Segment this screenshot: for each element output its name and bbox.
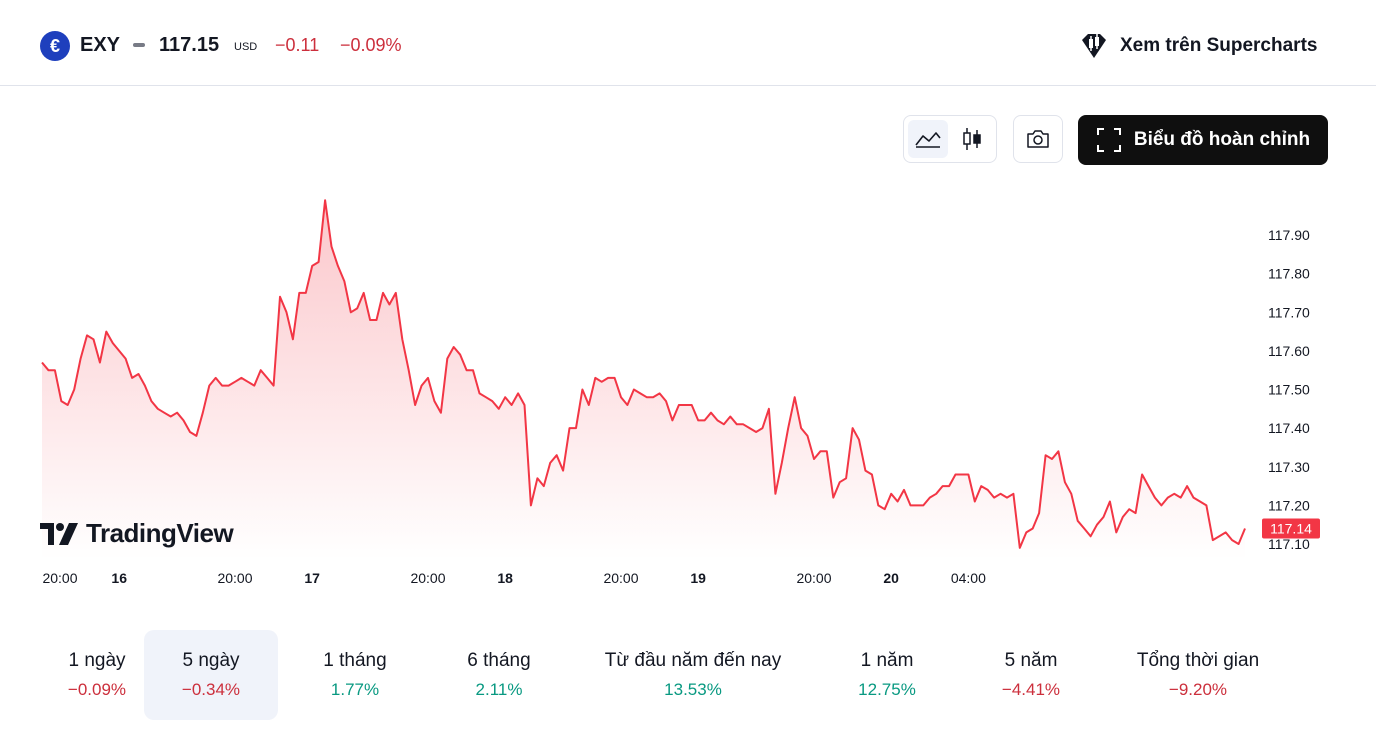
period-label: Từ đầu năm đến nay [604, 650, 782, 671]
x-tick-label: 16 [111, 570, 127, 586]
period-label: 5 ngày [182, 650, 240, 671]
x-tick-label: 04:00 [951, 570, 986, 586]
x-tick-label: 18 [497, 570, 513, 586]
period-tab[interactable]: 5 năm −4.41% [966, 630, 1096, 720]
euro-icon: € [40, 31, 70, 61]
x-tick-label: 19 [690, 570, 706, 586]
x-tick-label: 20:00 [410, 570, 445, 586]
last-price-tag: 117.14 [1262, 518, 1320, 539]
period-tab[interactable]: 1 ngày −0.09% [32, 630, 162, 720]
symbol-ticker[interactable]: EXY [80, 34, 121, 56]
last-price: 117.15 [159, 34, 220, 56]
period-tab[interactable]: 6 tháng 2.11% [434, 630, 564, 720]
x-tick-label: 20 [883, 570, 899, 586]
camera-icon [1027, 130, 1049, 148]
period-tab[interactable]: Tổng thời gian −9.20% [1118, 630, 1278, 720]
period-change-value: 1.77% [330, 680, 380, 699]
x-tick-label: 20:00 [217, 570, 252, 586]
tradingview-wordmark: TradingView [86, 518, 234, 548]
y-tick-label: 117.30 [1268, 459, 1310, 475]
y-tick-label: 117.20 [1268, 497, 1310, 513]
candles-icon [963, 128, 981, 150]
area-chart-button[interactable] [908, 120, 948, 158]
currency-label: USD [234, 41, 258, 53]
x-tick-label: 20:00 [603, 570, 638, 586]
y-tick-label: 117.60 [1268, 343, 1310, 359]
chart-style-group [903, 115, 997, 163]
period-change-value: −0.09% [67, 680, 127, 699]
last-price-tag-label: 117.14 [1270, 521, 1312, 537]
period-label: 5 năm [1004, 650, 1058, 671]
supercharts-link[interactable]: Xem trên Supercharts [1078, 30, 1317, 62]
period-label: 1 năm [860, 650, 914, 671]
candles-chart-button[interactable] [952, 120, 992, 158]
period-label: 1 ngày [68, 650, 126, 671]
snapshot-button[interactable] [1013, 115, 1063, 163]
x-tick-label: 20:00 [42, 570, 77, 586]
period-change-value: 12.75% [858, 680, 916, 699]
fullscreen-icon [1096, 128, 1121, 152]
full-chart-button[interactable]: Biểu đồ hoàn chỉnh [1078, 115, 1328, 165]
period-tab[interactable]: 1 năm 12.75% [822, 630, 952, 720]
period-change-value: −4.41% [1001, 680, 1061, 699]
y-tick-label: 117.80 [1268, 266, 1310, 282]
area-fill-layer [42, 200, 1245, 560]
y-tick-label: 117.70 [1268, 304, 1310, 320]
symbol-header: € EXY 117.15 USD −0.11 −0.09% Xem trên S… [0, 0, 1376, 86]
period-tab[interactable]: 1 tháng 1.77% [290, 630, 420, 720]
y-tick-label: 117.90 [1268, 227, 1310, 243]
period-tab[interactable]: Từ đầu năm đến nay 13.53% [593, 630, 793, 720]
time-axis[interactable]: 20:00 16 20:00 17 20:00 18 20:00 19 20:00 20 04:00 [42, 570, 986, 586]
y-tick-label: 117.10 [1268, 536, 1310, 552]
price-axis[interactable]: 117.90 117.80 117.70 117.60 117.50 117.40 117.… [1268, 227, 1310, 552]
y-tick-label: 117.50 [1268, 382, 1310, 398]
price-line-layer [41, 199, 1246, 549]
y-tick-label: 117.40 [1268, 420, 1310, 436]
period-label: Tổng thời gian [1136, 650, 1260, 671]
tradingview-logo: TradingView [40, 518, 234, 549]
price-area-fill [42, 200, 1245, 560]
full-chart-label: Biểu đồ hoàn chỉnh [1133, 129, 1311, 150]
period-tab[interactable]: 5 ngày −0.34% [144, 630, 278, 720]
area-chart-icon [915, 132, 941, 148]
period-change-value: 2.11% [475, 680, 523, 699]
price-change: −0.11 [275, 35, 320, 55]
period-label: 6 tháng [467, 650, 531, 671]
last-price-tag-bg [1262, 518, 1320, 539]
x-tick-label: 17 [304, 570, 320, 586]
supercharts-icon [1082, 34, 1106, 58]
period-label: 1 tháng [323, 650, 387, 671]
x-tick-label: 20:00 [796, 570, 831, 586]
market-status-dash-icon [133, 43, 145, 47]
price-change-percent: −0.09% [340, 35, 402, 55]
price-chart[interactable]: 117.90 117.80 117.70 117.60 117.50 117.40 117.… [0, 170, 1376, 600]
period-change-value: −9.20% [1168, 680, 1228, 699]
price-series-line [41, 199, 1246, 549]
period-change-value: 13.53% [664, 680, 722, 699]
performance-periods: 1 ngày −0.09% 5 ngày −0.34% 1 tháng 1.77% 6 th… [40, 630, 1336, 722]
period-change-value: −0.34% [181, 680, 241, 699]
tradingview-logo-icon [40, 522, 78, 545]
supercharts-label: Xem trên Supercharts [1120, 35, 1318, 56]
